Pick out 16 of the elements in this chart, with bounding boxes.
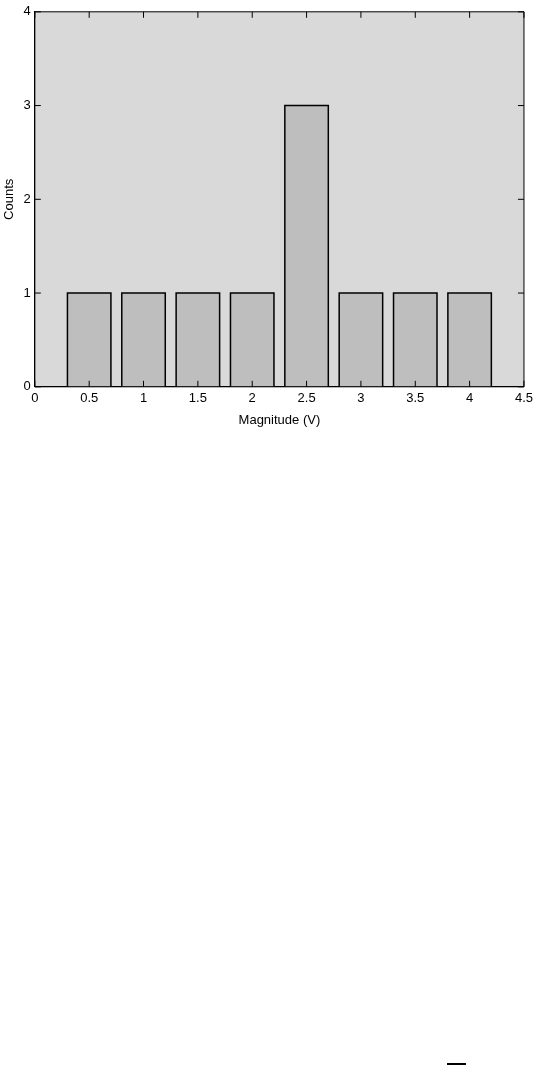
x-tick-label: 2.5 (297, 390, 316, 406)
x-tick-label: 3 (357, 390, 365, 406)
x-tick-label: 0.5 (80, 390, 99, 406)
x-tick-label: 3.5 (406, 390, 425, 406)
y-axis-title: Counts (1, 178, 17, 220)
y-tick-label: 0 (23, 378, 31, 394)
y-tick-label: 2 (23, 190, 31, 206)
y-tick-label: 3 (23, 97, 31, 113)
x-tick-label: 2 (248, 390, 256, 406)
x-tick-label: 1 (139, 390, 148, 406)
x-tick-label: 4 (466, 390, 474, 406)
y-tick-label: 4 (23, 3, 31, 19)
x-tick-label: 1.5 (188, 390, 207, 406)
x-tick-label: 4.5 (514, 390, 533, 406)
y-tick-label: 1 (23, 284, 31, 300)
x-axis-title: Magnitude (V) (238, 411, 321, 427)
